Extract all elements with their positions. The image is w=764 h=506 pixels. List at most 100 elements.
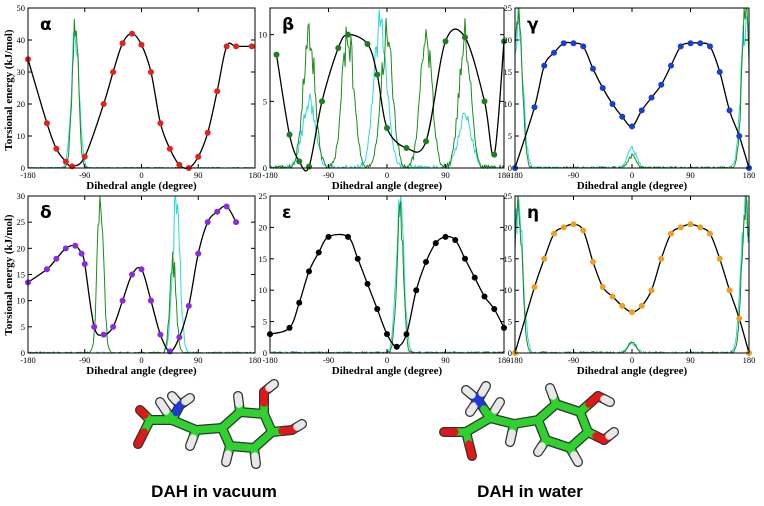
data-point — [119, 297, 126, 304]
y-tick-label: 10 — [504, 99, 513, 109]
y-tick-label: 5 — [263, 317, 267, 327]
x-tick-label: 90 — [686, 170, 695, 180]
data-point — [384, 331, 390, 338]
data-point — [157, 120, 164, 127]
y-tick-label: 20 — [259, 222, 268, 232]
data-point — [233, 43, 240, 50]
plot-frame — [269, 195, 505, 354]
data-point — [147, 69, 154, 75]
y-tick-label: 5 — [508, 131, 512, 141]
histogram-vacuum — [27, 18, 256, 169]
fit-curve — [275, 28, 505, 172]
plot-frame — [27, 195, 256, 354]
bond — [134, 428, 148, 448]
data-point — [296, 299, 303, 306]
data-point — [129, 30, 136, 37]
data-point — [166, 145, 173, 152]
x-tick-label: 180 — [498, 355, 511, 365]
y-tick-label: 20 — [17, 99, 26, 109]
y-tick-label: 10 — [504, 285, 513, 295]
data-point — [736, 133, 743, 139]
x-tick-label: 0 — [630, 355, 634, 365]
bond — [462, 386, 476, 399]
bond — [186, 434, 197, 450]
bond — [534, 416, 546, 434]
bond — [605, 428, 618, 440]
data-point — [364, 280, 371, 287]
x-tick-label: -90 — [323, 170, 334, 180]
panel-letter: γ — [527, 15, 539, 35]
bond — [534, 442, 546, 456]
x-tick-label: 90 — [686, 355, 695, 365]
data-point — [374, 71, 381, 78]
x-axis-title: Dihedral angle (degree) — [332, 180, 443, 192]
data-point — [81, 261, 88, 268]
bond — [570, 451, 582, 466]
data-point — [609, 101, 616, 107]
panel-letter: β — [282, 15, 294, 35]
y-tick-label: 25 — [259, 191, 268, 201]
bond — [491, 398, 504, 414]
x-tick-label: 180 — [743, 170, 756, 180]
bond — [136, 406, 149, 419]
x-tick-label: -180 — [20, 170, 36, 180]
data-point — [560, 224, 567, 231]
y-tick-label: 0 — [263, 163, 267, 173]
y-tick-label: 20 — [504, 35, 513, 45]
data-point — [147, 297, 154, 304]
y-tick-label: 0 — [508, 163, 512, 173]
data-point — [629, 123, 635, 130]
data-point — [62, 158, 69, 165]
molecule-vacuum — [133, 379, 307, 469]
y-tick-label: 0 — [21, 163, 25, 173]
data-point — [403, 145, 410, 151]
histogram-water — [270, 195, 505, 354]
panel-3: -180 -90 0 90 180 0 5 10 15 20 25 Dihedral angle (d… — [504, 3, 756, 192]
data-point — [43, 266, 50, 273]
y-tick-label: 5 — [21, 322, 25, 332]
data-point — [462, 255, 468, 262]
data-point — [707, 230, 713, 237]
data-point — [345, 233, 351, 240]
data-point — [100, 331, 107, 338]
data-point — [677, 224, 684, 231]
x-tick-label: -180 — [262, 355, 278, 365]
data-point — [129, 271, 136, 278]
histogram-water — [514, 195, 750, 354]
y-tick-label: 30 — [17, 191, 26, 201]
x-tick-label: 90 — [441, 355, 450, 365]
data-point — [590, 258, 596, 265]
data-point — [223, 203, 230, 210]
data-point — [481, 293, 488, 300]
y-tick-label: 20 — [504, 222, 513, 232]
data-point — [452, 236, 459, 243]
data-point — [166, 348, 173, 355]
y-tick-label: 15 — [504, 254, 513, 264]
histogram-water — [27, 31, 256, 169]
data-point — [658, 81, 665, 88]
bond — [168, 392, 180, 405]
bond — [156, 398, 170, 415]
data-point — [248, 43, 255, 50]
data-point — [619, 113, 626, 120]
x-tick-label: -90 — [568, 355, 579, 365]
bond — [222, 450, 232, 466]
x-axis-title: Dihedral angle (degree) — [86, 180, 197, 192]
x-tick-label: 180 — [249, 170, 262, 180]
panel-4: -180 -90 0 90 180 0 5 10 15 20 25 30 Dihedral angle … — [17, 191, 262, 377]
data-point — [91, 323, 98, 330]
data-point — [374, 306, 381, 313]
histogram-water — [27, 195, 255, 354]
plot-frame — [514, 7, 750, 169]
y-axis-title-bottom: Torsional energy (kJ/mol) — [3, 214, 15, 336]
x-tick-label: 90 — [441, 170, 450, 180]
histogram-water — [514, 6, 750, 169]
x-axis-title: Dihedral angle (degree) — [86, 365, 197, 377]
bond — [265, 380, 278, 392]
data-point — [423, 258, 429, 265]
data-point — [668, 62, 674, 69]
data-point — [736, 315, 743, 322]
data-point — [531, 284, 538, 291]
